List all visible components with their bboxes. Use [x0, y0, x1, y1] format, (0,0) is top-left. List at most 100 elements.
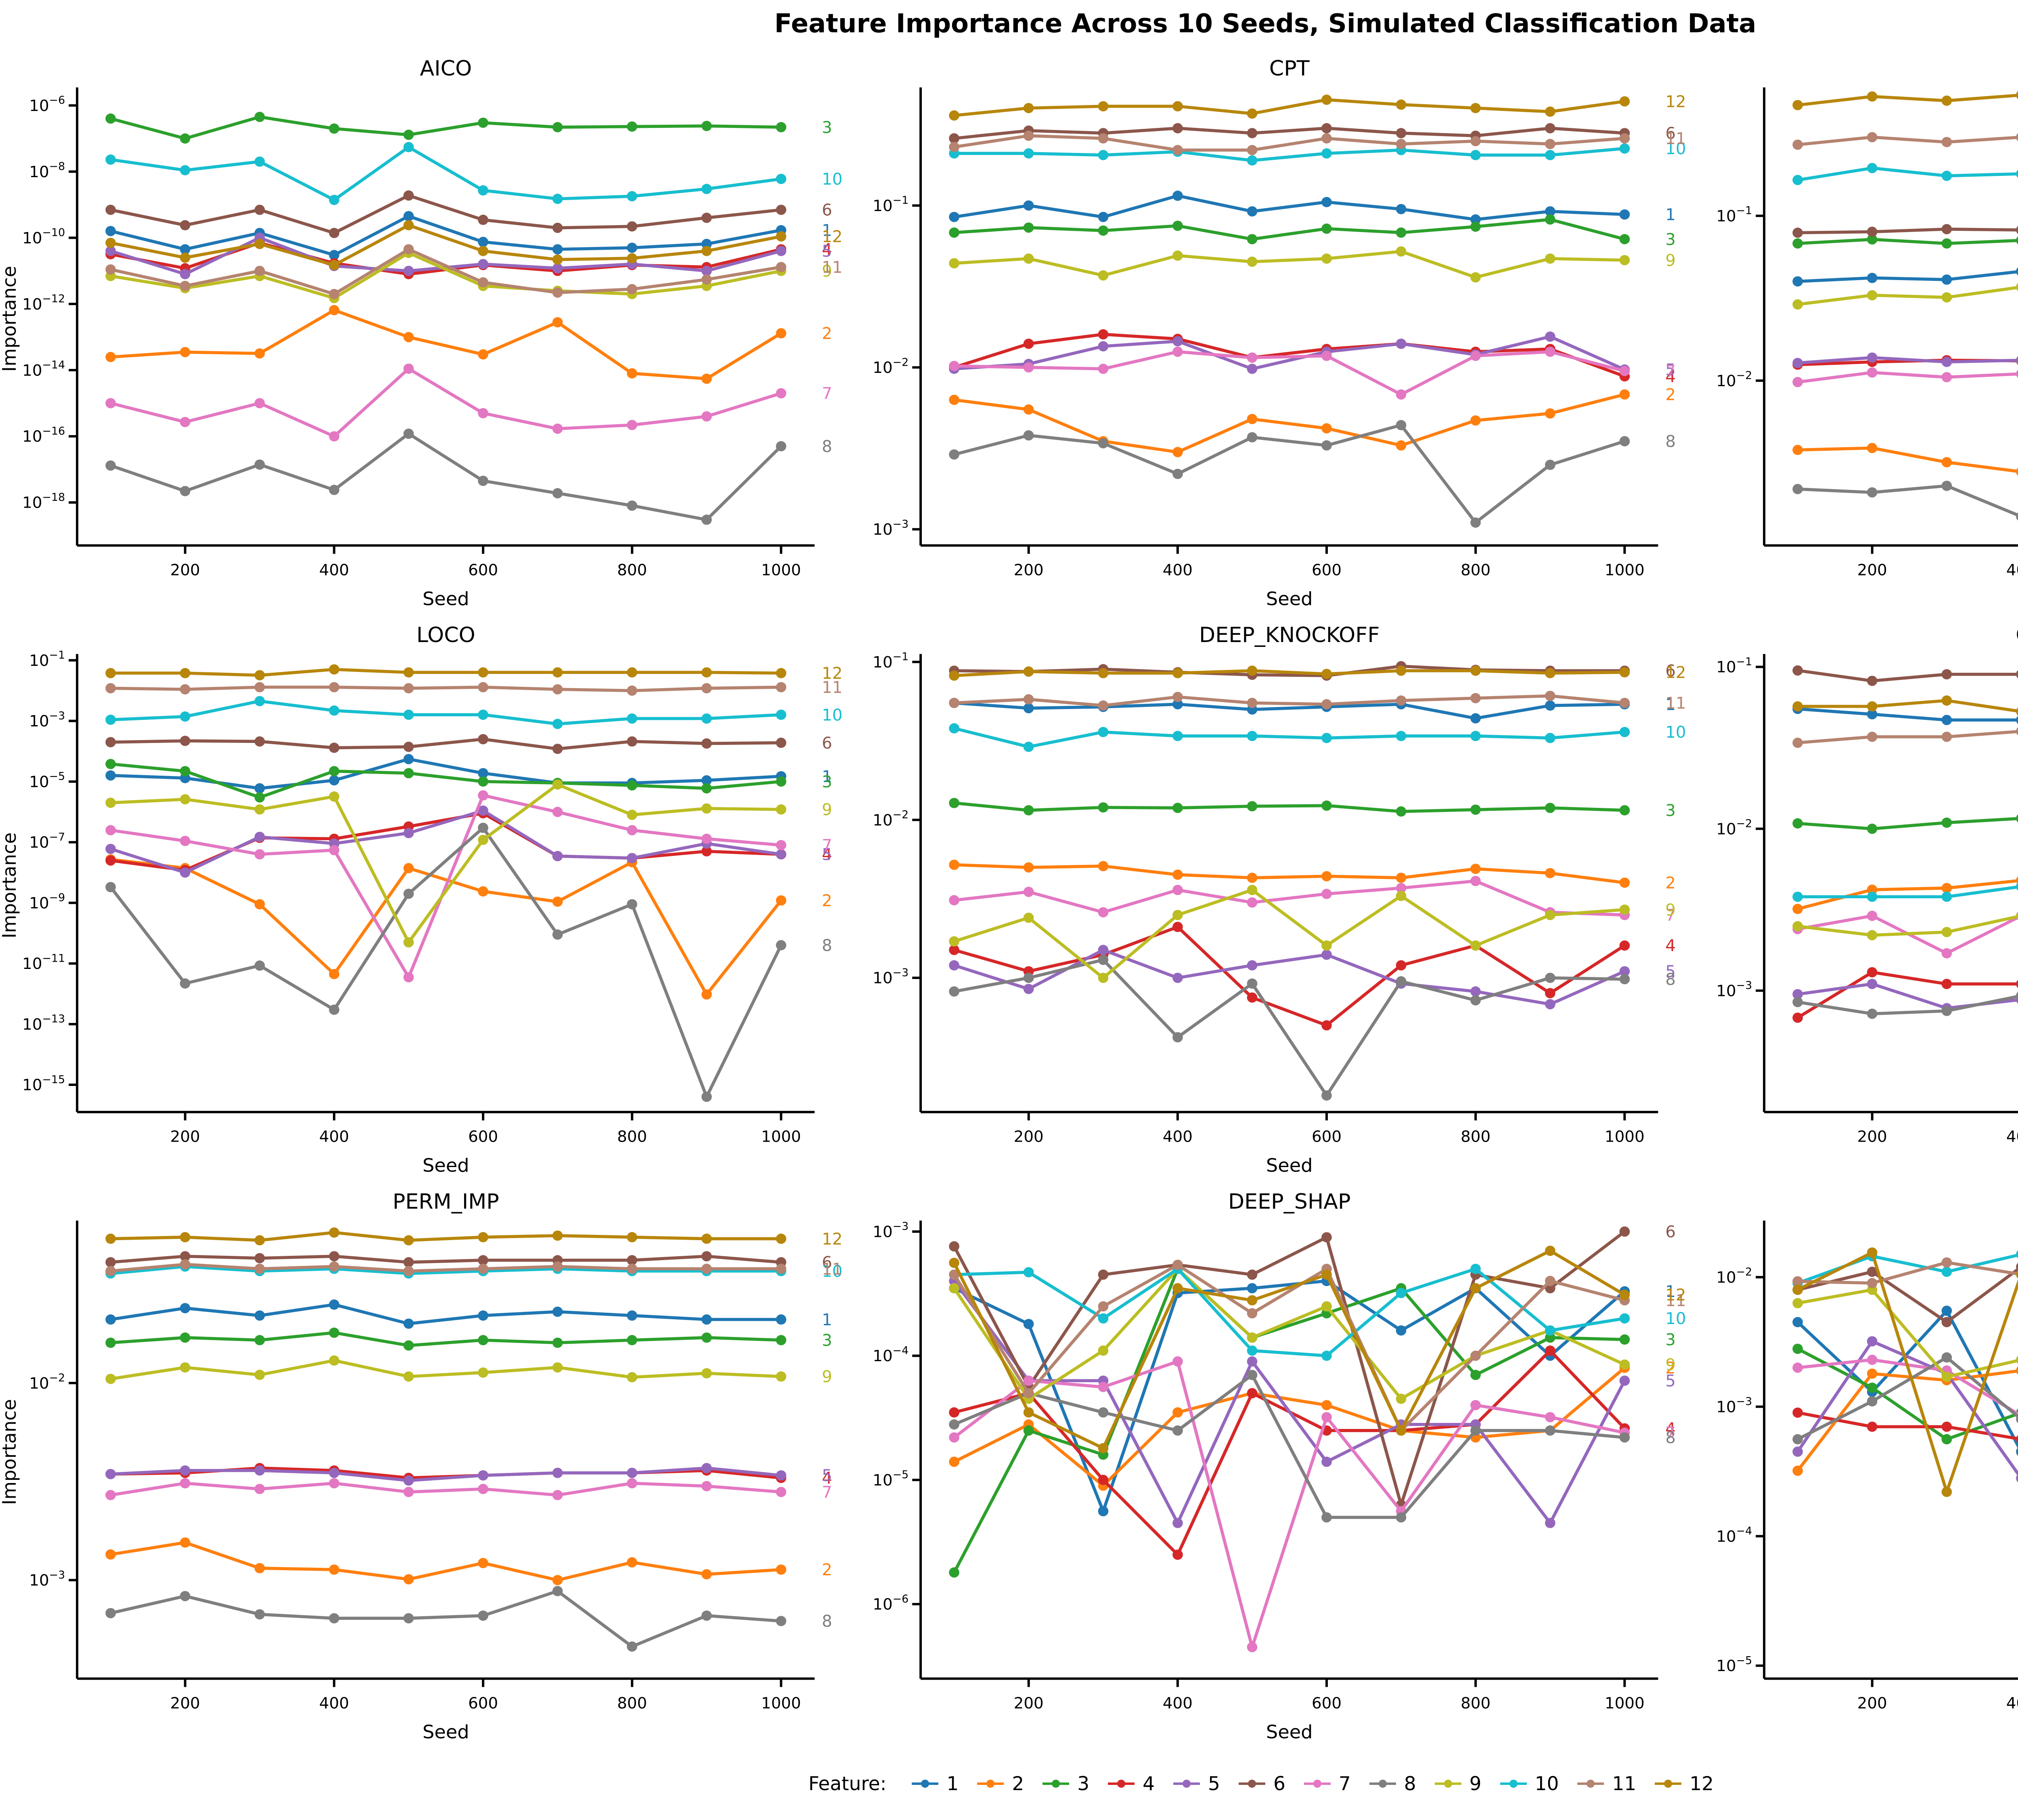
series-end-label-3: 3	[1665, 801, 1676, 820]
series-point-2	[403, 332, 414, 343]
series-line-4	[1796, 971, 2018, 1019]
series-point-6	[1941, 224, 1952, 234]
series-point-5	[105, 246, 116, 256]
series-point-7	[1172, 1356, 1183, 1367]
series-point-11	[254, 682, 265, 692]
series-point-12	[627, 1232, 637, 1243]
series-line-4	[952, 925, 1627, 1027]
series-point-8	[949, 1419, 959, 1430]
series-point-5	[254, 832, 265, 842]
series-point-12	[627, 253, 637, 264]
series-point-5	[552, 1468, 563, 1478]
y-tick-label: 10−5	[873, 1469, 909, 1489]
series-point-3	[1619, 234, 1630, 245]
series-line-8	[952, 423, 1627, 524]
series-point-6	[1098, 1269, 1109, 1280]
series-point-8	[552, 1586, 563, 1596]
series-point-11	[1247, 1308, 1258, 1319]
series-point-11	[1396, 139, 1407, 149]
series-point-10	[1023, 741, 1034, 752]
series-point-5	[1792, 358, 1803, 368]
series-point-8	[254, 960, 265, 971]
series-line-8	[952, 958, 1627, 1097]
series-point-11	[478, 682, 488, 692]
series-point-10	[180, 711, 190, 722]
legend-item-2: 2	[976, 1773, 1024, 1795]
series-point-11	[2016, 133, 2018, 141]
series-point-5	[105, 843, 116, 854]
series-point-9	[1470, 940, 1481, 951]
series-point-7	[180, 417, 190, 427]
series-point-4	[2016, 980, 2018, 988]
series-point-9	[1098, 270, 1109, 281]
series-point-9	[403, 1371, 414, 1382]
series-end-label-3: 3	[822, 773, 832, 791]
series-point-10	[329, 195, 339, 205]
series-point-10	[1545, 150, 1555, 160]
series-end-label-2: 2	[1665, 874, 1676, 893]
series-point-12	[1545, 668, 1555, 678]
legend-item-label: 1	[946, 1772, 959, 1795]
series-point-7	[701, 411, 712, 422]
series-line-6	[1796, 227, 2018, 234]
series-point-11	[180, 1259, 190, 1270]
series-point-3	[1545, 803, 1555, 813]
series-point-10	[949, 723, 959, 734]
series-point-3	[2016, 814, 2018, 822]
figure-title: Feature Importance Across 10 Seeds, Simu…	[774, 9, 1756, 39]
series-point-6	[1867, 676, 1878, 686]
series-end-label-11: 11	[1665, 130, 1686, 148]
series-line-10	[952, 1267, 1627, 1358]
series-point-8	[1545, 1425, 1555, 1436]
series-point-8	[1247, 1370, 1258, 1380]
series-point-11	[776, 682, 787, 692]
series-point-12	[180, 1232, 190, 1243]
series-point-6	[1545, 123, 1555, 134]
series-point-6	[329, 1251, 339, 1261]
series-point-7	[1098, 364, 1109, 374]
series-point-4	[2016, 1435, 2018, 1443]
series-end-label-3: 3	[822, 1331, 832, 1350]
x-tick-label: 400	[319, 1694, 349, 1713]
series-point-8	[1247, 978, 1258, 989]
series-point-6	[552, 222, 563, 233]
series-line-11	[109, 247, 783, 296]
series-point-7	[1867, 910, 1878, 921]
series-point-7	[105, 398, 116, 408]
series-point-4	[1023, 339, 1034, 349]
series-point-7	[180, 1478, 190, 1489]
series-point-3	[329, 766, 339, 776]
series-point-7	[1545, 346, 1555, 357]
series-end-label-6: 6	[822, 734, 832, 753]
y-tick-label: 10−3	[873, 966, 909, 987]
series-point-12	[701, 246, 712, 256]
series-point-11	[1098, 700, 1109, 711]
series-end-label-7: 7	[822, 385, 832, 403]
series-point-9	[254, 804, 265, 815]
series-point-1	[329, 250, 339, 260]
series-line-12	[109, 224, 783, 267]
series-end-label-9: 9	[822, 801, 832, 819]
series-point-3	[776, 776, 787, 787]
series-point-9	[701, 1368, 712, 1379]
series-point-6	[627, 221, 637, 232]
series-point-10	[1247, 1345, 1258, 1356]
series-point-10	[1619, 727, 1630, 737]
series-end-label-7: 7	[1665, 1424, 1676, 1443]
series-point-8	[1792, 484, 1803, 494]
series-line-11	[1796, 1261, 2018, 1285]
series-point-2	[478, 349, 488, 360]
series-point-10	[1867, 891, 1878, 902]
x-tick-label: 200	[1857, 1128, 1887, 1146]
series-point-10	[478, 709, 488, 720]
series-point-5	[180, 867, 190, 878]
x-tick-label: 200	[170, 1694, 200, 1713]
y-tick-label: 10−9	[29, 891, 65, 912]
x-tick-label: 800	[1461, 1128, 1490, 1146]
series-point-12	[1792, 100, 1803, 111]
series-line-2	[1796, 879, 2018, 911]
x-axis-label: Seed	[1266, 1155, 1313, 1176]
series-line-3	[952, 218, 1627, 241]
series-point-6	[1247, 128, 1258, 138]
series-point-8	[1172, 1425, 1183, 1436]
